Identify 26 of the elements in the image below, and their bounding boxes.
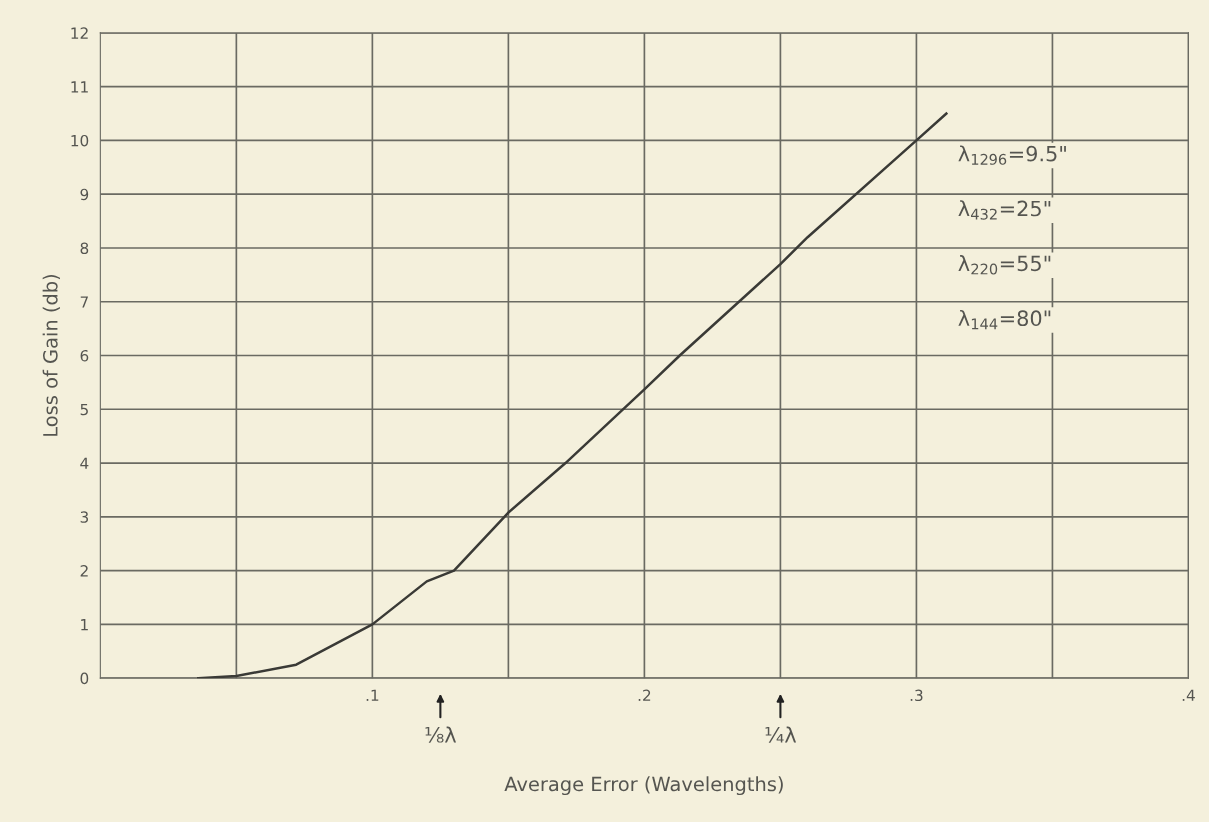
annotation: λ$_{220}$=55" [958, 255, 1051, 275]
y-tick-label: 5 [80, 403, 88, 416]
y-tick-label: 8 [80, 242, 89, 254]
y-tick-label: 4 [80, 457, 89, 469]
x-tick-label: .4 [1182, 689, 1195, 701]
y-tick-label: 3 [80, 511, 89, 523]
y-tick-label: 12 [71, 27, 88, 39]
y-tick-label: 2 [80, 565, 88, 577]
x-tick-label: .1 [366, 689, 379, 701]
y-axis-title: Loss of Gain (db) [42, 274, 60, 436]
line-series [197, 112, 948, 679]
text: ¼λ [765, 726, 797, 743]
x-tick-label: .2 [638, 689, 651, 701]
y-tick-label: 10 [71, 134, 89, 147]
annotation: λ$_{144}$=80" [958, 309, 1051, 330]
x-tick-label: .3 [910, 689, 923, 702]
y-tick-label: 11 [71, 81, 88, 93]
y-tick-label: 0 [80, 672, 89, 685]
annotation: λ$_{1296}$=9.5" [958, 145, 1066, 165]
text: ⅛λ [425, 726, 457, 743]
y-tick-label: 7 [80, 296, 88, 308]
y-tick-label: 1 [81, 619, 88, 631]
annotation: λ$_{432}$=25" [958, 200, 1051, 220]
y-tick-label: 9 [80, 188, 89, 201]
x-axis-title: Average Error (Wavelengths) [504, 776, 783, 796]
y-tick-label: 6 [80, 349, 89, 362]
